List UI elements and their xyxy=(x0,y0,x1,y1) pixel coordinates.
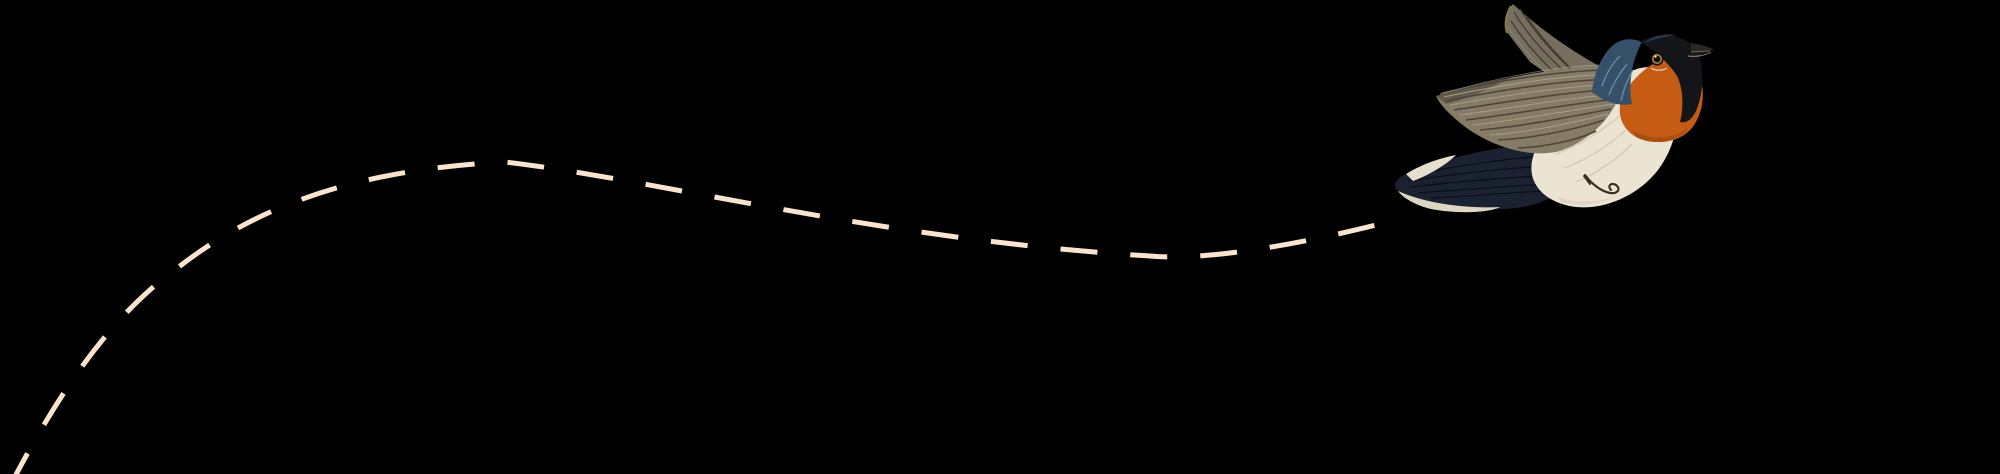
claw-curl xyxy=(1583,173,1620,195)
bird-beak xyxy=(1687,43,1715,58)
chest-shade xyxy=(1632,127,1689,142)
face-mask-black xyxy=(1640,34,1703,123)
eye-white-crescent xyxy=(1650,67,1668,71)
crown-gloss xyxy=(1644,34,1676,43)
flight-path-dashed-line xyxy=(13,159,1401,474)
tail-tip-white xyxy=(1406,155,1456,181)
front-wing-top-edge-light xyxy=(1439,64,1609,95)
nape-gloss-streaks xyxy=(1601,55,1634,102)
bird-head xyxy=(1640,34,1703,123)
nape-blue-patch xyxy=(1592,39,1642,105)
flying-bird-illustration xyxy=(1394,4,1715,213)
front-wing-dark-streaks xyxy=(1441,69,1620,149)
bird-tail xyxy=(1394,142,1566,213)
back-wing-tan-edge xyxy=(1504,5,1512,34)
beak-upper xyxy=(1691,43,1715,52)
bird-front-wing xyxy=(1436,64,1623,154)
leg-line xyxy=(1583,175,1591,185)
bird-eye xyxy=(1650,52,1668,71)
beak-gape-line xyxy=(1690,50,1711,53)
tail-bottom-fringe xyxy=(1398,191,1500,213)
bird-nape xyxy=(1592,39,1642,105)
belly-bottom-shade xyxy=(1556,192,1624,205)
chin-light-edge xyxy=(1687,51,1712,57)
eye-glint xyxy=(1654,55,1657,58)
eye-iris-ring xyxy=(1651,53,1662,64)
bird-foot-claw xyxy=(1583,173,1620,195)
